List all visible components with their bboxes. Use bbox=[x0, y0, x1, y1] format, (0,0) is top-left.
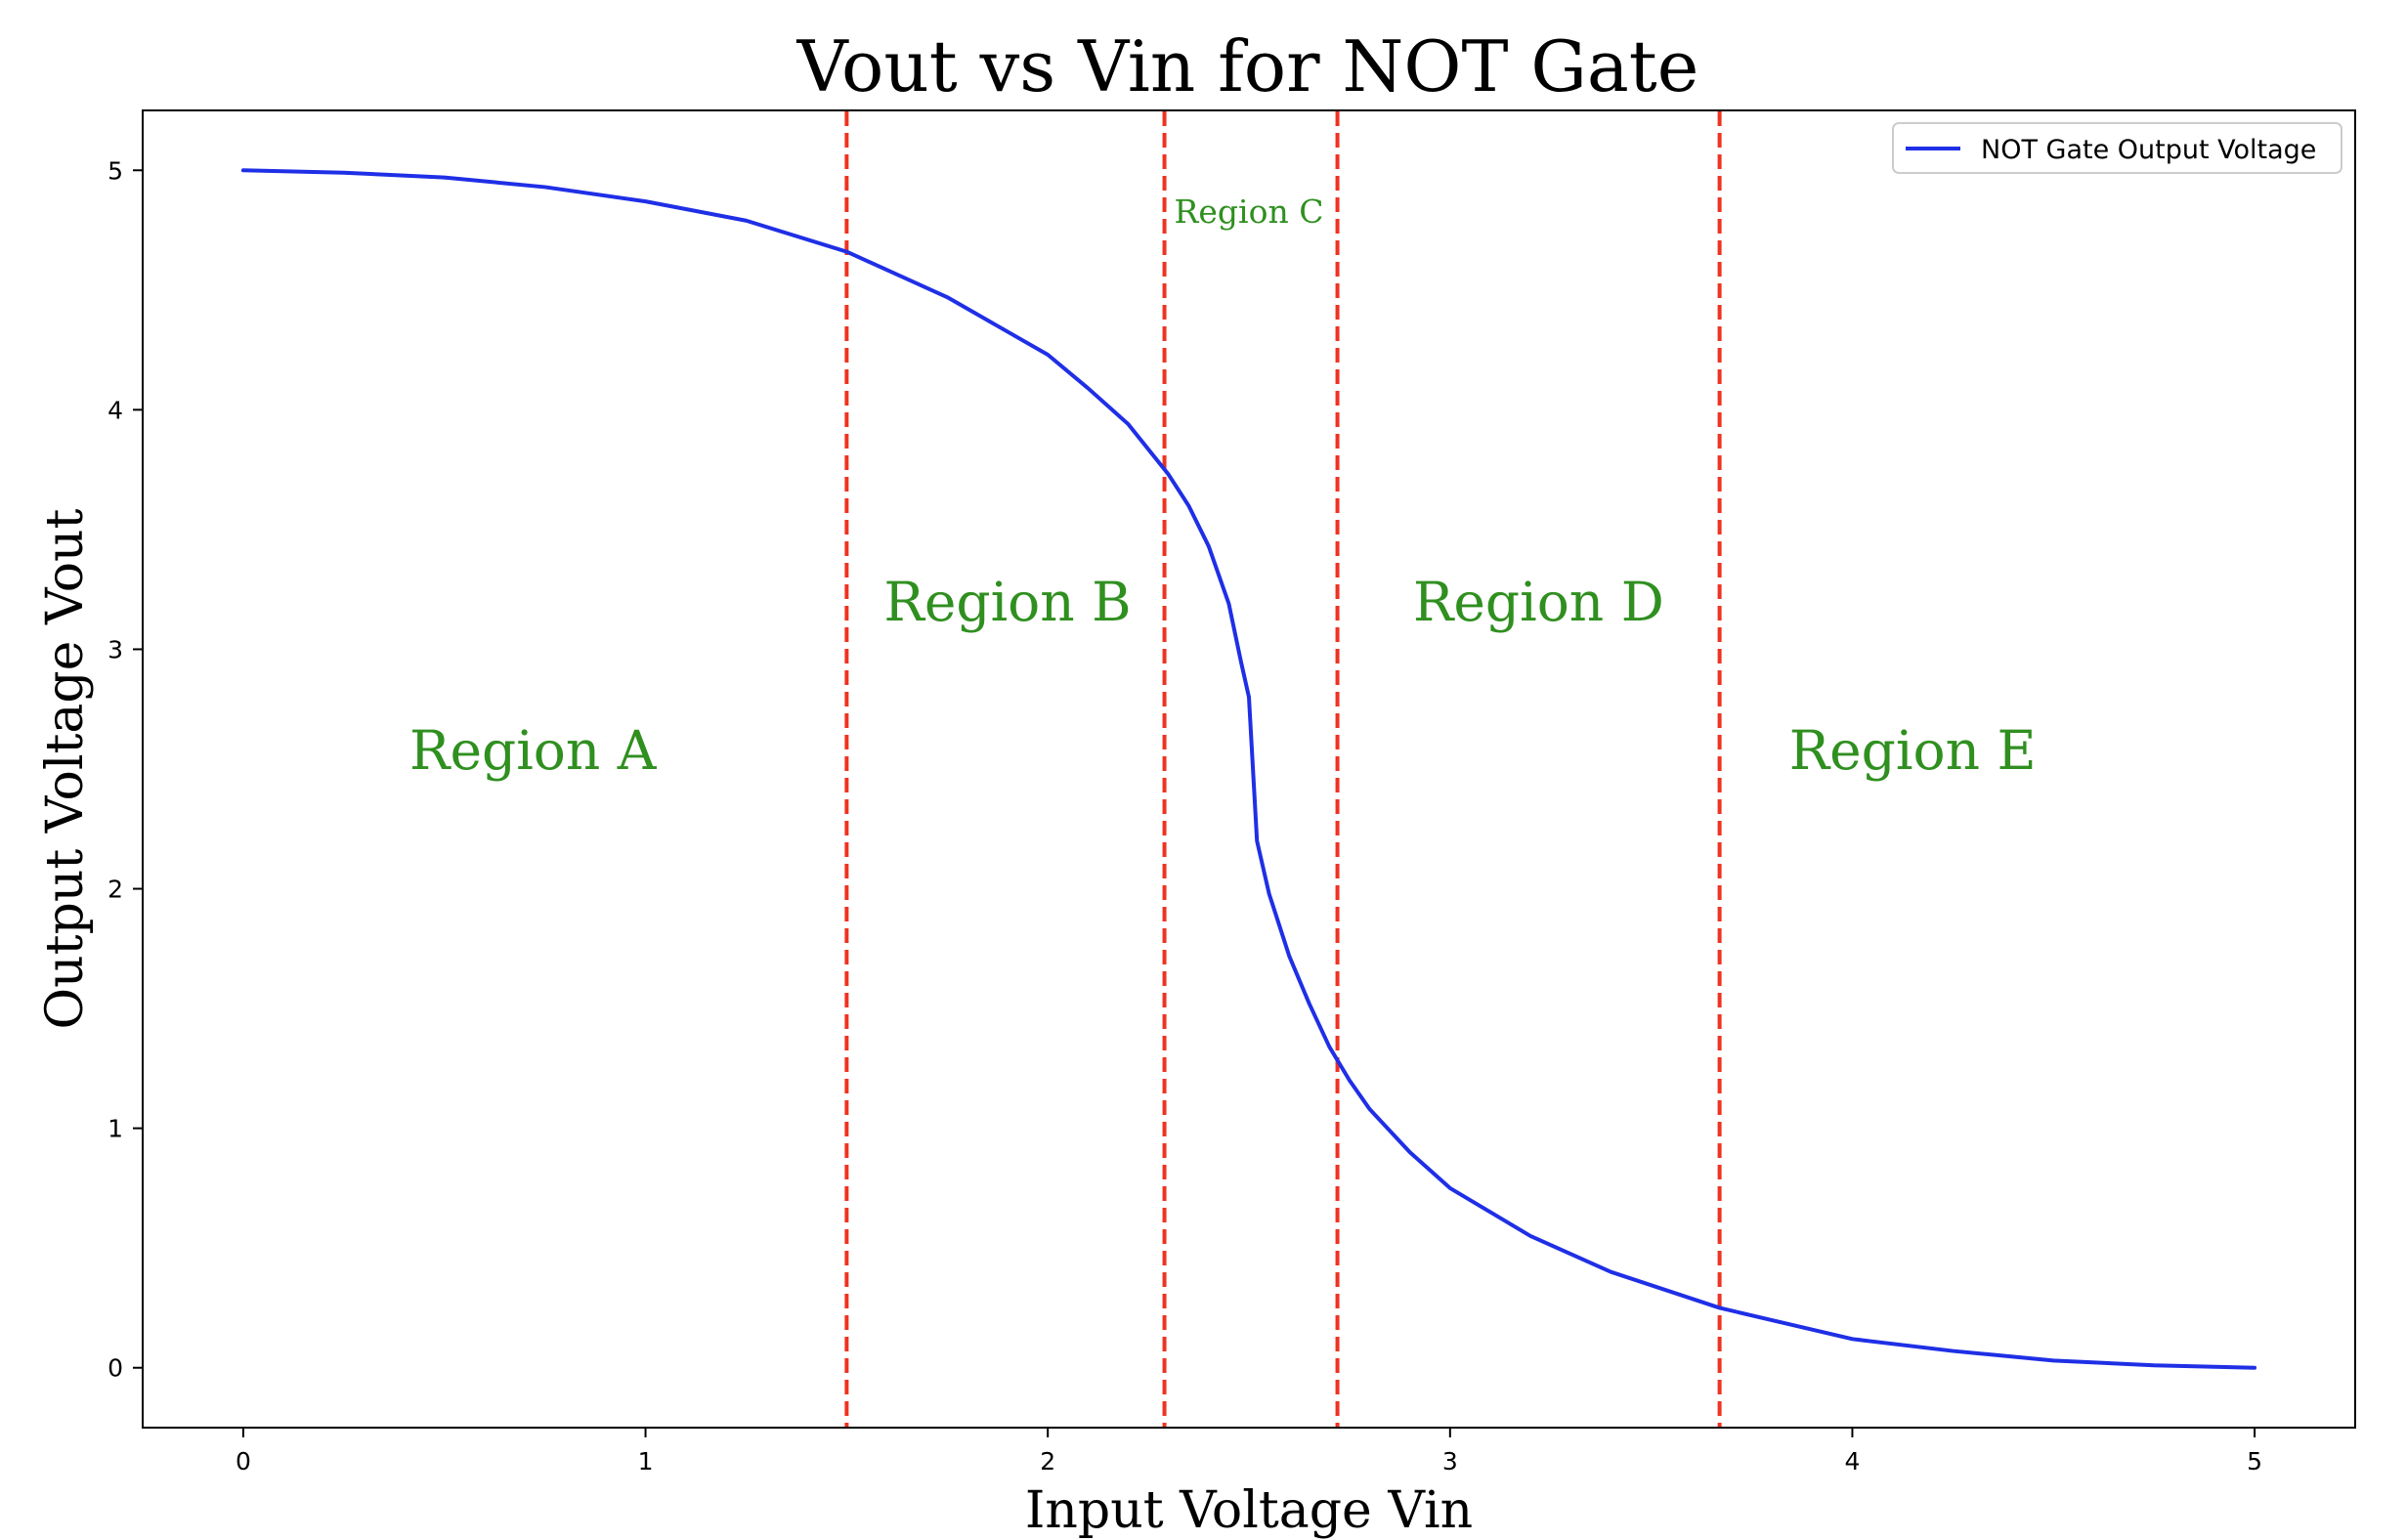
region-boundary-lines bbox=[844, 111, 1722, 1427]
x-tick-label: 2 bbox=[1040, 1447, 1055, 1476]
series-line bbox=[240, 168, 2257, 1370]
y-tick-label: 4 bbox=[107, 396, 123, 424]
y-tick-label: 3 bbox=[107, 635, 123, 663]
region-label: Region C bbox=[1175, 192, 1324, 231]
x-tick-label: 5 bbox=[2247, 1447, 2262, 1476]
legend: NOT Gate Output Voltage bbox=[1892, 122, 2342, 174]
chart-title: Vout vs Vin for NOT Gate bbox=[796, 25, 1699, 107]
x-tick-label: 4 bbox=[1845, 1447, 1861, 1476]
y-axis-label: Output Voltage Vout bbox=[36, 508, 95, 1029]
region-label: Region D bbox=[1413, 571, 1664, 633]
region-label: Region B bbox=[883, 571, 1131, 633]
x-tick-label: 3 bbox=[1442, 1447, 1458, 1476]
x-tick-label: 0 bbox=[236, 1447, 251, 1476]
x-tick-label: 1 bbox=[638, 1447, 654, 1476]
y-tick-label: 1 bbox=[107, 1115, 123, 1143]
y-axis-ticks: 0 1 2 3 4 5 bbox=[107, 156, 143, 1383]
legend-label: NOT Gate Output Voltage bbox=[1981, 135, 2316, 165]
y-tick-label: 2 bbox=[107, 876, 123, 904]
region-label: Region E bbox=[1789, 719, 2037, 782]
x-axis-label: Input Voltage Vin bbox=[1025, 1481, 1473, 1540]
region-label: Region A bbox=[409, 719, 658, 782]
legend-box bbox=[1892, 122, 2342, 174]
region-annotations: Region A Region B Region C Region D Region E bbox=[409, 192, 2037, 782]
y-tick-label: 0 bbox=[107, 1354, 123, 1383]
plot-frame bbox=[142, 109, 2356, 1429]
y-tick-label: 5 bbox=[107, 156, 123, 185]
x-axis-ticks: 0 1 2 3 4 5 bbox=[236, 1428, 2262, 1476]
plot-area bbox=[142, 109, 2356, 1429]
series-layer bbox=[240, 168, 2257, 1370]
